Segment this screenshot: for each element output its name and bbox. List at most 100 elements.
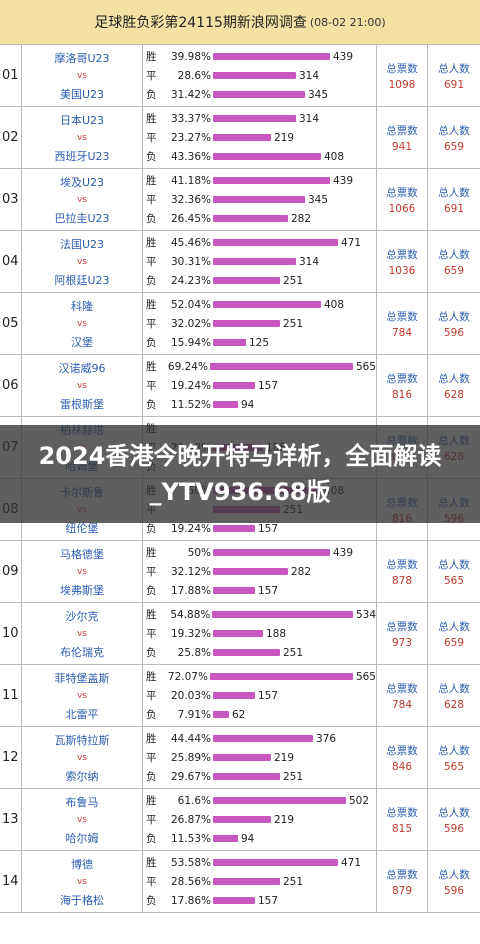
stat-count: 251 <box>283 317 304 330</box>
table-row: 02 日本U23 vs 西班牙U23 胜 33.37% 314 平 23.27%… <box>0 107 480 169</box>
stat-count: 439 <box>333 546 354 559</box>
away-team[interactable]: 纽伦堡 <box>65 521 99 535</box>
away-team[interactable]: 海于格松 <box>60 893 104 907</box>
vs-label: vs <box>76 690 87 701</box>
away-team[interactable]: 布伦瑞克 <box>60 645 104 659</box>
stat-count: 376 <box>316 732 337 745</box>
total-people-cell: 总人数 596 <box>428 789 480 850</box>
stat-label: 负 <box>146 89 157 101</box>
away-team[interactable]: 索尔纳 <box>65 769 99 783</box>
table-row: 06 汉诺威96 vs 雷根斯堡 胜 69.24% 565 平 19.24% 1… <box>0 355 480 417</box>
total-people-value: 659 <box>443 636 465 649</box>
home-team[interactable]: 埃及U23 <box>59 175 105 189</box>
away-team[interactable]: 阿根廷U23 <box>54 273 110 287</box>
total-votes-cell: 总票数 1036 <box>377 231 428 292</box>
home-team[interactable]: 沙尔克 <box>65 609 99 623</box>
match-index: 06 <box>0 355 22 416</box>
stat-count: 565 <box>355 360 376 373</box>
home-team[interactable]: 日本U23 <box>59 113 105 127</box>
stat-percent: 32.02% <box>170 317 211 330</box>
stat-label: 负 <box>146 709 157 721</box>
stat-bar <box>213 215 288 222</box>
match-teams: 布鲁马 vs 哈尔姆 <box>22 789 143 850</box>
total-votes-value: 816 <box>391 388 413 401</box>
total-votes-label: 总票数 <box>386 124 418 137</box>
stat-percent: 28.56% <box>170 875 211 888</box>
stat-label: 胜 <box>146 795 157 807</box>
stat-count: 157 <box>258 379 279 392</box>
stat-win: 胜 53.58% 471 <box>146 855 376 871</box>
away-team[interactable]: 埃弗斯堡 <box>60 583 104 597</box>
match-teams: 埃及U23 vs 巴拉圭U23 <box>22 169 143 230</box>
home-team[interactable]: 摩洛哥U23 <box>54 51 110 65</box>
home-team[interactable]: 瓦斯特拉斯 <box>54 733 110 747</box>
away-team[interactable]: 美国U23 <box>59 87 105 101</box>
stat-percent: 19.24% <box>170 379 211 392</box>
home-team[interactable]: 法国U23 <box>59 237 105 251</box>
stat-label: 平 <box>146 256 157 268</box>
survey-title: 足球胜负彩第24115期新浪网调查 <box>94 15 307 31</box>
total-votes-value: 941 <box>391 140 413 153</box>
stat-draw: 平 30.31% 314 <box>146 254 376 270</box>
match-teams: 瓦斯特拉斯 vs 索尔纳 <box>22 727 143 788</box>
stat-label: 平 <box>146 566 157 578</box>
total-votes-value: 879 <box>391 884 413 897</box>
match-teams: 菲特堡盖斯 vs 北雷平 <box>22 665 143 726</box>
home-team[interactable]: 汉诺威96 <box>58 361 106 375</box>
stat-percent: 72.07% <box>167 670 208 683</box>
stat-count: 219 <box>274 131 295 144</box>
away-team[interactable]: 哈尔姆 <box>65 831 99 845</box>
away-team[interactable]: 汉堡 <box>71 335 93 349</box>
stat-label: 负 <box>146 337 157 349</box>
stat-percent: 39.98% <box>170 50 211 63</box>
stat-loss: 负 15.94% 125 <box>146 335 376 351</box>
stat-draw: 平 20.03% 157 <box>146 688 376 704</box>
stat-percent: 15.94% <box>170 336 211 349</box>
stat-count: 314 <box>299 69 320 82</box>
away-team[interactable]: 雷根斯堡 <box>60 397 104 411</box>
home-team[interactable]: 博德 <box>71 857 93 871</box>
home-team[interactable]: 科隆 <box>71 299 93 313</box>
total-votes-cell: 总票数 784 <box>377 293 428 354</box>
stat-bar <box>213 735 313 742</box>
stat-count: 439 <box>333 174 354 187</box>
away-team[interactable]: 西班牙U23 <box>54 149 110 163</box>
stat-label: 负 <box>146 833 157 845</box>
stat-loss: 负 24.23% 251 <box>146 273 376 289</box>
stat-bar <box>213 649 280 656</box>
stat-label: 胜 <box>146 175 157 187</box>
total-people-cell: 总人数 565 <box>428 727 480 788</box>
stat-count: 439 <box>333 50 354 63</box>
total-votes-cell: 总票数 973 <box>377 603 428 664</box>
table-row: 11 菲特堡盖斯 vs 北雷平 胜 72.07% 565 平 20.03% 15… <box>0 665 480 727</box>
stat-percent: 53.58% <box>170 856 211 869</box>
match-teams: 摩洛哥U23 vs 美国U23 <box>22 45 143 106</box>
stat-label: 平 <box>146 132 157 144</box>
home-team[interactable]: 马格德堡 <box>60 547 104 561</box>
vs-label: vs <box>76 876 87 887</box>
home-team[interactable]: 菲特堡盖斯 <box>54 671 110 685</box>
stat-count: 534 <box>355 608 376 621</box>
total-people-cell: 总人数 628 <box>428 665 480 726</box>
total-votes-value: 1066 <box>388 202 416 215</box>
total-votes-label: 总票数 <box>386 806 418 819</box>
stat-percent: 44.44% <box>170 732 211 745</box>
home-team[interactable]: 布鲁马 <box>65 795 99 809</box>
stat-bar <box>213 339 246 346</box>
away-team[interactable]: 北雷平 <box>65 707 99 721</box>
stat-label: 胜 <box>146 609 157 621</box>
stat-bar <box>213 153 321 160</box>
stat-count: 251 <box>283 646 304 659</box>
stat-draw: 平 32.02% 251 <box>146 316 376 332</box>
stat-percent: 7.91% <box>177 708 211 721</box>
match-teams: 日本U23 vs 西班牙U23 <box>22 107 143 168</box>
away-team[interactable]: 巴拉圭U23 <box>54 211 110 225</box>
stat-loss: 负 17.86% 157 <box>146 893 376 909</box>
stat-count: 219 <box>274 751 295 764</box>
stat-percent: 26.45% <box>170 212 211 225</box>
total-people-label: 总人数 <box>438 868 470 881</box>
total-votes-label: 总票数 <box>386 620 418 633</box>
stat-bar <box>213 382 255 389</box>
stat-draw: 平 19.32% 188 <box>146 626 376 642</box>
vs-label: vs <box>76 752 87 763</box>
